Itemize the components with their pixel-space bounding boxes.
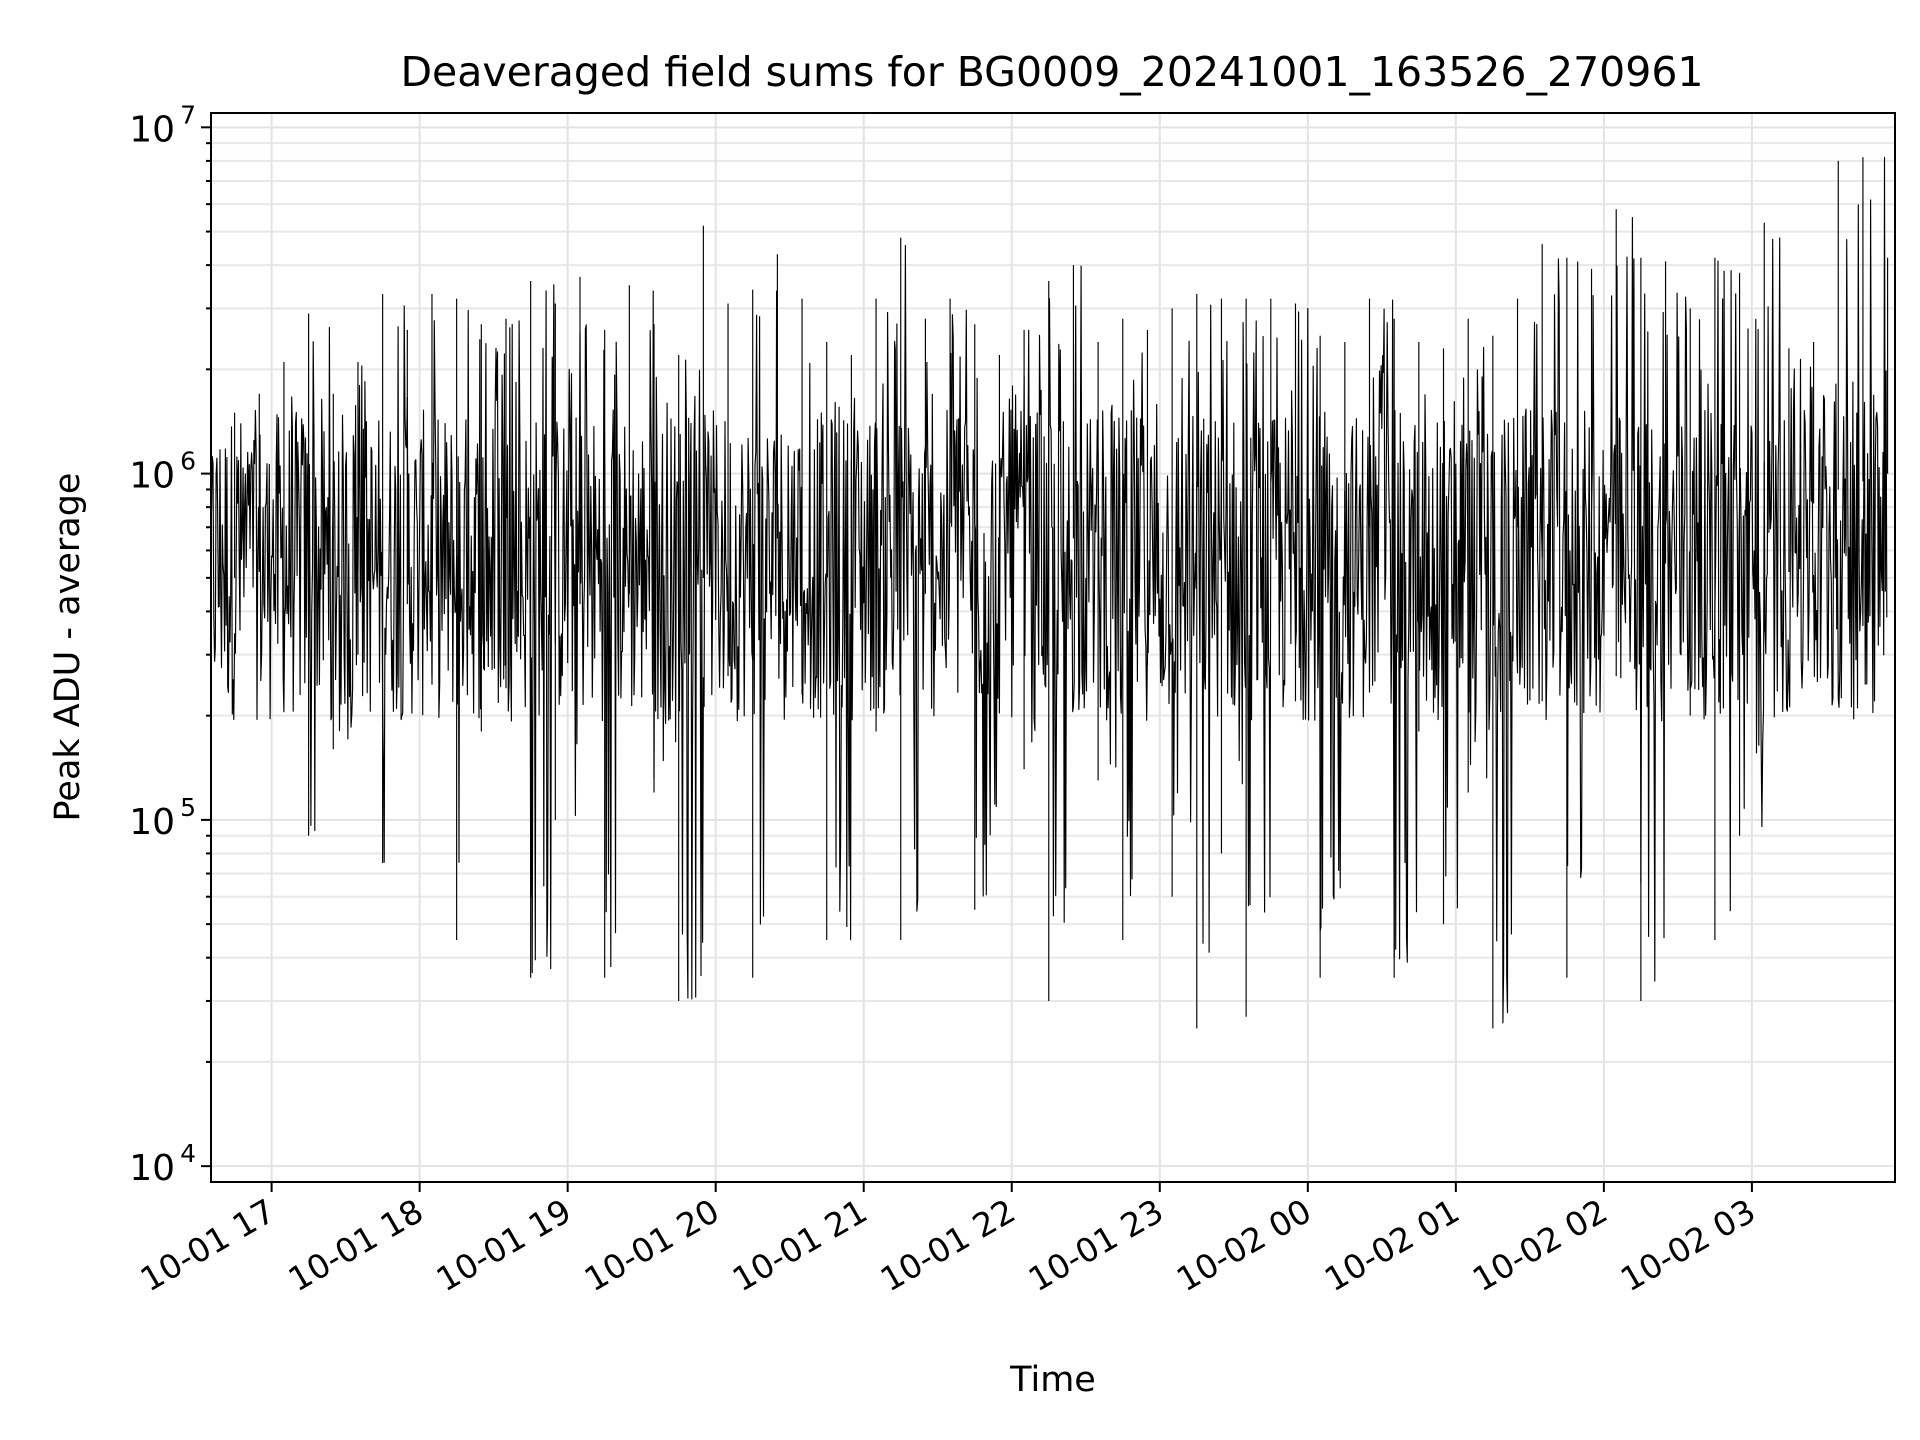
plot-frame [210,112,1896,1183]
y-tick-exponent: 7 [180,100,196,129]
x-tick-label: 10-02 02 [1466,1191,1614,1299]
x-tick-label: 10-01 20 [578,1191,726,1299]
x-axis-label: Time [1009,1360,1096,1400]
y-tick-exponent: 5 [180,793,196,822]
x-tick-label: 10-02 00 [1170,1191,1318,1299]
x-tick-label: 10-01 22 [874,1191,1022,1299]
y-axis-label: Peak ADU - average [48,473,88,822]
x-tick-label: 10-01 17 [134,1191,282,1299]
y-tick-label: 10 [129,1148,175,1189]
x-axis-ticks: 10-01 17 10-01 18 10-01 19 10-01 20 10-01 21… [134,1182,1762,1299]
y-tick-label: 10 [129,456,175,497]
x-tick-label: 10-01 23 [1022,1191,1170,1299]
x-tick-label: 10-02 01 [1318,1191,1466,1299]
chart-title: Deaveraged field sums for BG0009_2024100… [400,48,1703,96]
y-tick-exponent: 6 [180,447,196,476]
x-tick-label: 10-01 21 [726,1191,874,1299]
y-tick-label: 10 [129,802,175,843]
plot-area [211,156,1889,1029]
y-tick-exponent: 4 [180,1139,196,1168]
x-tick-label: 10-01 18 [282,1191,430,1299]
x-tick-label: 10-02 03 [1614,1191,1762,1299]
x-tick-label: 10-01 19 [430,1191,578,1299]
y-tick-label: 10 [129,109,175,150]
